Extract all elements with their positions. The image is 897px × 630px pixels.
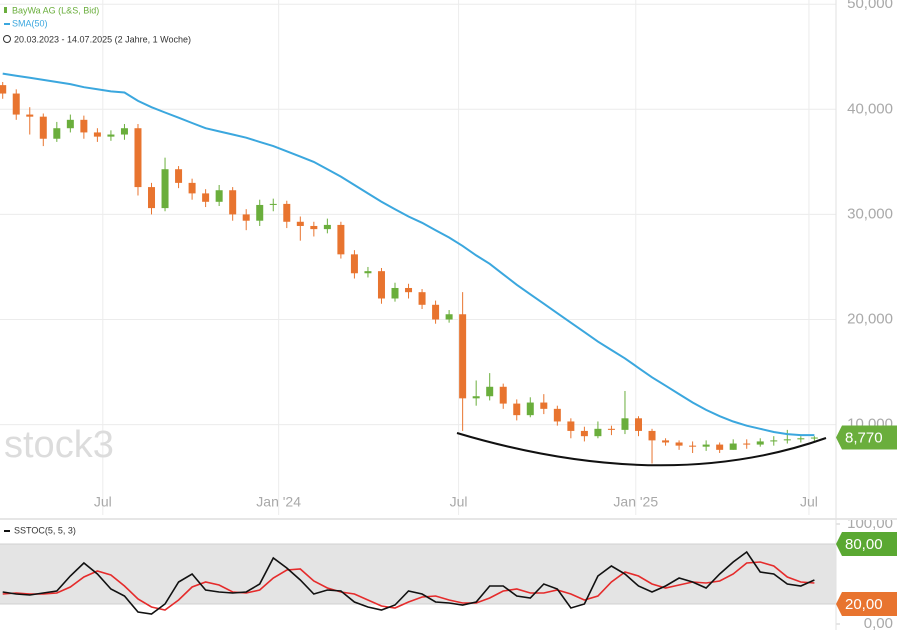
x-tick-label: Jul	[450, 494, 468, 510]
candle-body	[526, 402, 534, 416]
price-label: 8,770	[845, 430, 883, 447]
candle-body	[39, 116, 47, 139]
candle-body	[323, 224, 331, 230]
candle-body	[729, 443, 737, 450]
candle-body	[283, 203, 291, 222]
candle-body	[499, 386, 507, 404]
legend-label: BayWa AG (L&S, Bid)	[12, 5, 99, 15]
candle-body	[242, 214, 250, 221]
period: 20.03.2023 - 14.07.2025 (2 Jahre, 1 Woch…	[14, 34, 191, 44]
candle-body	[621, 418, 629, 430]
indicator-title: SSTOC(5, 5, 3)	[14, 525, 76, 535]
candle-body	[513, 403, 521, 416]
candle-body	[215, 190, 223, 202]
candle-body	[66, 119, 74, 129]
candle-body	[432, 304, 440, 320]
candle-body	[26, 114, 34, 117]
candle-body	[377, 271, 385, 299]
band-label: 20,00	[845, 596, 883, 613]
candle-body	[459, 314, 467, 399]
candle-body	[93, 132, 101, 137]
panel-divider	[0, 518, 897, 520]
candle-body	[702, 444, 710, 447]
band-box	[836, 592, 897, 616]
candle-body	[202, 193, 210, 202]
y-tick-label: 20,000	[847, 310, 893, 327]
candle-body	[594, 428, 602, 437]
candle-body	[80, 119, 88, 133]
candle-body	[689, 445, 697, 447]
candle-body	[580, 430, 588, 437]
candle-body	[553, 408, 561, 422]
y-tick-label: 0,00	[864, 615, 893, 630]
candle-body	[756, 441, 764, 445]
candle-body	[783, 439, 791, 441]
candle-body	[120, 128, 128, 135]
y-tick-label: 100,00	[847, 515, 893, 532]
candle-body	[810, 437, 818, 439]
candle-body	[350, 254, 358, 274]
candle-body	[607, 428, 615, 430]
price-box	[836, 425, 897, 450]
candle-body	[486, 386, 494, 397]
candle-body	[391, 287, 399, 299]
clock-icon	[3, 35, 11, 43]
candle-body	[797, 438, 805, 440]
candle-body	[716, 444, 724, 450]
candle-body	[134, 128, 142, 188]
candle-body	[229, 190, 237, 215]
legend-swatch	[4, 23, 10, 25]
candle-body	[188, 182, 196, 194]
legend-swatch	[4, 530, 10, 532]
y-tick-label: 30,000	[847, 205, 893, 222]
candle-body	[770, 440, 778, 442]
candle-body	[337, 224, 345, 255]
band-label: 80,00	[845, 536, 883, 553]
y-tick-label: 50,000	[847, 0, 893, 12]
candle-body	[53, 128, 61, 139]
candle-body	[675, 442, 683, 446]
candle-body	[364, 271, 372, 274]
candle-body	[12, 93, 20, 115]
candle-body	[175, 169, 183, 183]
x-tick-label: Jul	[94, 494, 112, 510]
candle-body	[296, 221, 304, 226]
candle-body	[634, 418, 642, 431]
candle-body	[445, 314, 453, 320]
candle-body	[648, 430, 656, 441]
x-tick-label: Jan '25	[613, 494, 658, 510]
legend-swatch	[4, 7, 7, 13]
candle-body	[743, 443, 751, 445]
candle-body	[107, 134, 115, 137]
x-tick-label: Jan '24	[256, 494, 301, 510]
candle-body	[418, 292, 426, 305]
trend-arc	[456, 432, 827, 467]
y-tick-label: 40,000	[847, 100, 893, 117]
x-tick-label: Jul	[800, 494, 818, 510]
candle-body	[310, 225, 318, 230]
legend-label: SMA(50)	[12, 18, 48, 28]
candle-body	[662, 440, 670, 443]
candle-body	[405, 287, 413, 293]
stoch-line	[2, 550, 815, 615]
sma-line	[2, 72, 815, 437]
stoch-line	[2, 561, 815, 611]
stoch-band	[0, 544, 836, 604]
candle-body	[567, 421, 575, 431]
band-box	[836, 532, 897, 556]
candle-body	[540, 402, 548, 409]
candle-body	[161, 169, 169, 209]
watermark: stock3	[4, 424, 114, 466]
candle-body	[148, 187, 156, 209]
candle-body	[472, 396, 480, 399]
candle-body	[256, 204, 264, 221]
candle-body	[269, 203, 277, 205]
candle-body	[0, 85, 7, 94]
